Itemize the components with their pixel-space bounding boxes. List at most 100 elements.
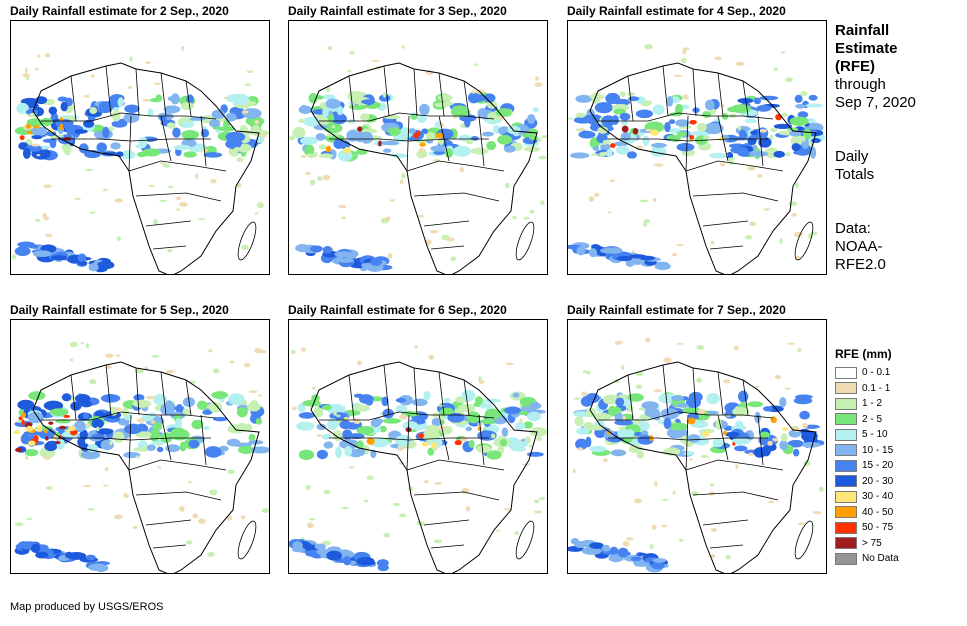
country-border [717,414,729,461]
rainfall-cell [312,386,316,390]
rainfall-cell [327,46,333,51]
rainfall-cell [11,254,17,260]
country-border [608,437,768,441]
country-border [200,414,207,466]
rainfall-cell [187,481,192,484]
rainfall-cell [306,153,315,158]
rainfall-cell [32,250,52,257]
rainfall-cell [578,130,596,139]
rainfall-cell [737,390,749,403]
country-border [627,75,634,122]
legend-swatch [835,490,857,503]
rainfall-cell [43,456,51,460]
country-border [413,192,500,202]
country-border [717,115,729,162]
rainfall-cell [109,440,113,446]
rainfall-cell [490,433,496,439]
country-border [717,72,724,117]
country-border [702,220,749,227]
country-border [51,138,211,142]
coastline [589,361,817,573]
rainfall-cell [74,393,91,404]
legend-label: 0 - 0.1 [862,367,891,379]
rainfall-cell [473,63,479,66]
rainfall-cell [246,70,254,74]
rainfall-cell [443,397,451,403]
rainfall-cell [121,406,129,417]
rainfall-cell [19,135,25,141]
rainfall-cell [227,469,235,475]
country-border [329,138,489,142]
rainfall-cell [606,148,613,158]
rainfall-cell [642,135,650,147]
coastline [32,62,260,274]
rainfall-cell [248,101,257,105]
rainfall-cell [89,379,97,385]
country-border [185,80,192,117]
rainfall-cell [55,119,74,128]
rainfall-cell [785,152,791,157]
rainfall-cell [223,96,227,99]
country-border [413,491,500,501]
rainfall-cell [772,437,779,442]
country-border [438,115,450,162]
country-border [478,115,485,167]
rainfall-cell [681,57,687,64]
rainfall-cell [535,76,540,81]
rainfall-cell [256,202,264,209]
rainfall-cell [401,45,405,49]
rainfall-cell [779,439,788,451]
daily-line-1: Daily [835,148,869,165]
rainfall-cell [35,551,49,559]
rainfall-cell [689,135,695,140]
rainfall-cell [346,440,355,446]
rainfall-cell [652,104,665,115]
rainfall-cell [538,155,547,160]
rainfall-cell [433,539,443,544]
rainfall-cell [309,179,316,186]
country-border [41,411,217,421]
rainfall-cell [356,126,363,132]
rainfall-cell [802,136,806,142]
map-panel-5: Daily Rainfall estimate for 6 Sep., 2020 [288,303,548,574]
rainfall-cell [211,109,225,120]
rainfall-cell [36,154,41,157]
rainfall-cell [770,416,777,424]
rainfall-cell [292,406,297,411]
rainfall-cell [470,136,479,141]
rainfall-cell [626,537,634,541]
rainfall-cell [94,410,105,418]
rainfall-cell [70,401,82,411]
rainfall-cell [708,491,715,496]
rainfall-cell [619,112,631,121]
rainfall-cell [600,143,611,151]
rainfall-cell [254,347,263,354]
rainfall-cell [408,128,416,134]
rainfall-cell [96,106,113,114]
rainfall-cell [395,404,408,414]
rainfall-cell [96,142,108,153]
country-border [685,459,784,471]
rainfall-cell [779,238,783,244]
rainfall-cell [486,140,497,151]
legend-item: 20 - 30 [835,474,960,490]
rainfall-cell [36,425,43,433]
rainfall-cell [466,138,474,145]
rainfall-cell [784,387,791,390]
rainfall-cell [30,126,48,136]
rainfall-cell [686,417,696,425]
rainfall-cell [382,114,401,120]
rainfall-cell [399,513,407,518]
rainfall-cell [616,256,633,262]
country-border [478,414,485,466]
rainfall-cell [644,44,653,50]
map-panel-4: Daily Rainfall estimate for 5 Sep., 2020 [10,303,270,574]
rainfall-cell [157,443,161,447]
rainfall-cell [74,420,86,433]
rainfall-cell [723,430,727,436]
map-description: Rainfall Estimate (RFE) through Sep 7, 2… [835,22,965,274]
coastline [589,62,817,274]
rainfall-cell [663,357,672,363]
rainfall-cell [505,182,510,189]
rainfall-cell [20,433,31,445]
